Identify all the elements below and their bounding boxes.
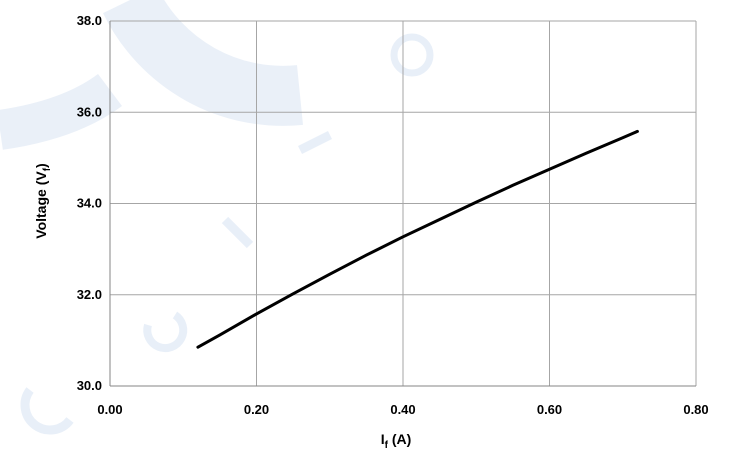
watermark-mark [143, 311, 188, 353]
x-axis-title-subscript: f [385, 440, 389, 451]
x-tick-label: 0.60 [537, 402, 562, 417]
y-tick-label: 34.0 [77, 196, 102, 211]
watermark-arc [103, 0, 303, 126]
y-axis-title-main: Voltage (V [33, 171, 49, 239]
x-axis-title-tail: (A) [388, 431, 411, 447]
series-line [196, 129, 639, 349]
data-series [196, 129, 639, 349]
y-tick-label: 36.0 [77, 104, 102, 119]
y-tick-label: 30.0 [77, 378, 102, 393]
y-axis-title-tail: ) [33, 163, 49, 168]
axes [109, 21, 696, 387]
x-tick-label: 0.00 [97, 402, 122, 417]
watermark-mark [20, 387, 74, 435]
y-axis-title: Voltage (Vf) [33, 163, 53, 238]
y-tick-label: 32.0 [77, 287, 102, 302]
tick-labels: 0.00 0.20 0.40 0.60 0.80 30.0 32.0 34.0 36.0 38.0 [77, 13, 709, 417]
y-axis-title-subscript: f [42, 167, 53, 171]
x-axis-title: If (A) [381, 431, 412, 451]
watermark [0, 0, 434, 435]
watermark-mark [297, 130, 333, 155]
x-axis-title-main: I [381, 431, 385, 447]
y-tick-label: 38.0 [77, 13, 102, 28]
x-tick-label: 0.40 [390, 402, 415, 417]
watermark-ring [390, 33, 434, 77]
watermark-stroke [0, 73, 122, 150]
x-tick-label: 0.80 [683, 402, 708, 417]
x-tick-label: 0.20 [244, 402, 269, 417]
watermark-mark [221, 216, 254, 249]
